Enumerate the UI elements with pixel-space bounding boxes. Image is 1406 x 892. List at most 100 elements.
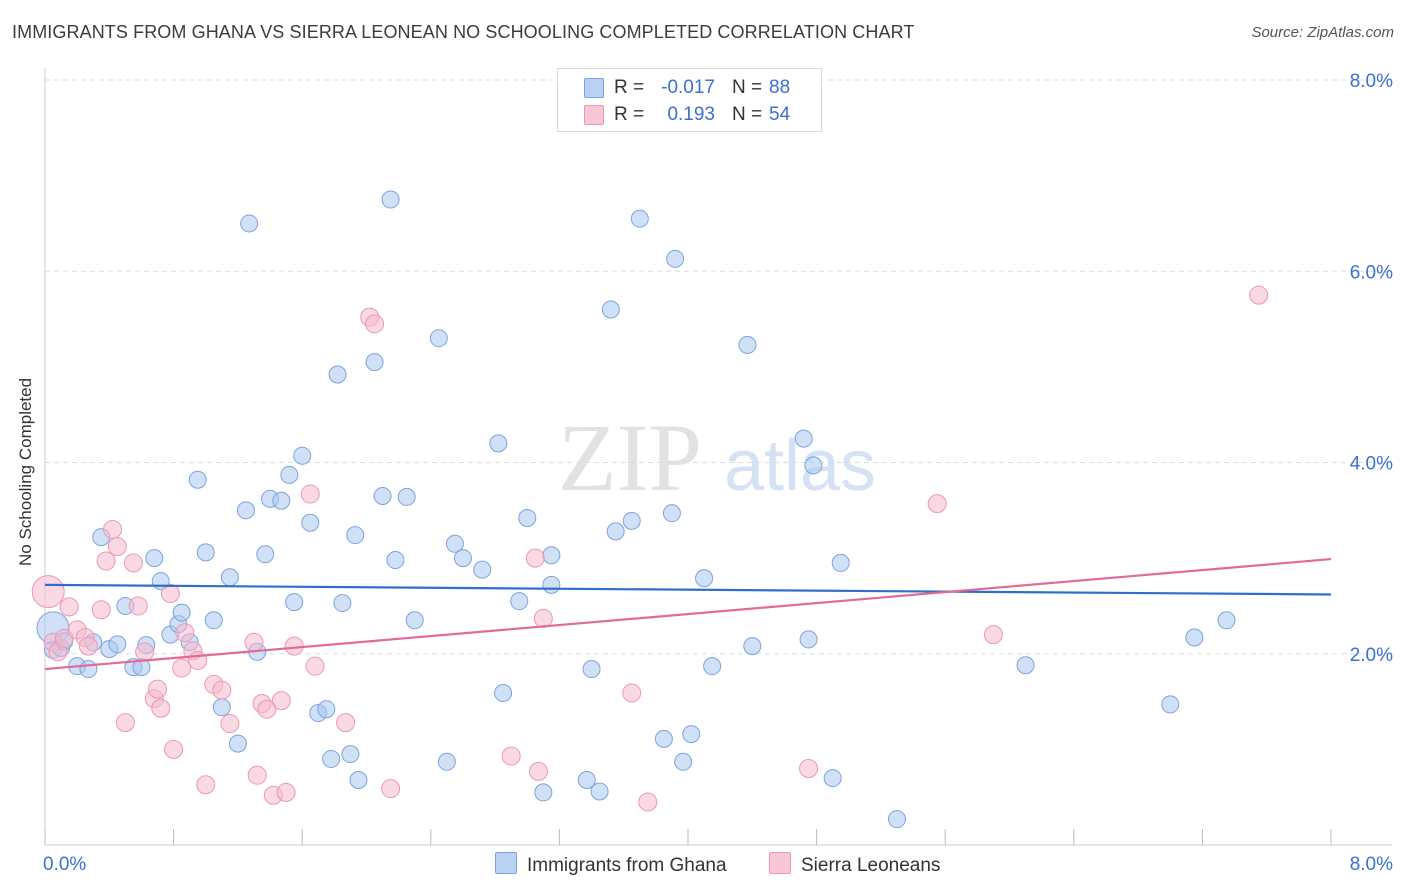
ghana-point <box>582 660 601 679</box>
axes <box>44 68 1392 846</box>
legend-n-value: 88 <box>769 77 791 98</box>
sierra-point <box>220 714 240 734</box>
tick-labels: 2.0% 4.0% 6.0% 8.0% 0.0% 8.0% <box>43 71 1393 875</box>
x-tick-label: 8.0% <box>1350 854 1393 875</box>
legend-n-value: 54 <box>769 104 791 125</box>
trend-line-sierra <box>44 557 1332 671</box>
legend-r-value: -0.017 <box>661 77 715 98</box>
ghana-point <box>220 568 239 587</box>
bottom-legend-label-ghana: Immigrants from Ghana <box>527 855 727 876</box>
ghana-point <box>510 592 529 611</box>
sierra-point <box>799 759 819 778</box>
sierra-point <box>257 699 277 719</box>
ghana-point <box>601 300 620 319</box>
ghana-point <box>534 783 553 802</box>
ghana-point <box>386 551 405 570</box>
legend-swatch-ghana <box>584 78 604 98</box>
y-tick-label: 4.0% <box>1350 454 1393 475</box>
ghana-point <box>317 700 336 719</box>
ghana-point <box>272 491 291 510</box>
legend-n-label: N = <box>732 104 763 125</box>
sierra-point <box>300 484 320 504</box>
y-tick-label: 6.0% <box>1350 262 1393 283</box>
ghana-point <box>285 593 304 612</box>
ghana-point <box>590 782 609 801</box>
ghana-point <box>473 560 492 579</box>
sierra-point <box>501 746 521 766</box>
bottom-legend-label-sierra: Sierra Leoneans <box>801 855 941 876</box>
bottom-legend-sierra: Sierra Leoneans <box>769 852 940 877</box>
sierra-point <box>244 632 264 652</box>
grid <box>45 79 1392 655</box>
ghana-point <box>542 546 561 565</box>
ghana-point <box>108 635 127 654</box>
ghana-point <box>494 683 513 702</box>
ghana-point <box>365 353 384 372</box>
x-tick-label: 0.0% <box>43 854 86 875</box>
sierra-point <box>175 623 195 643</box>
sierra-point <box>1249 285 1269 305</box>
sierra-point <box>160 584 180 604</box>
ghana-point <box>256 545 275 564</box>
ghana-point <box>453 549 472 568</box>
ghana-point <box>322 749 341 768</box>
sierra-point <box>107 537 127 557</box>
sierra-point <box>172 658 192 678</box>
sierra-point <box>381 779 401 799</box>
bottom-legend-swatch-ghana <box>495 852 517 874</box>
ghana-point <box>804 456 823 475</box>
ghana-point <box>381 190 400 209</box>
ghana-point <box>682 725 701 744</box>
ghana-point <box>799 630 818 649</box>
ghana-point <box>518 508 537 527</box>
ghana-point <box>301 513 320 532</box>
ghana-point <box>346 526 365 545</box>
sierra-point <box>151 698 171 718</box>
ghana-point <box>831 553 850 572</box>
ghana-point <box>228 734 247 753</box>
ghana-point <box>1185 628 1204 647</box>
sierra-point <box>336 713 356 733</box>
ghana-point <box>695 569 714 588</box>
ghana-point <box>397 487 416 506</box>
ghana-point <box>738 335 757 354</box>
watermark-zip: ZIP <box>558 404 702 511</box>
chart-title: IMMIGRANTS FROM GHANA VS SIERRA LEONEAN … <box>12 22 915 42</box>
ghana-point <box>236 501 255 520</box>
sierra-point <box>529 761 549 781</box>
legend: R = -0.017 N = 88 R = 0.193 N = 54 <box>557 68 822 132</box>
ghana-point <box>703 657 722 676</box>
ghana-point <box>1016 656 1035 675</box>
trend-lines <box>44 557 1332 671</box>
ghana-point <box>293 446 312 465</box>
source-label: Source: ZipAtlas.com <box>1251 24 1394 41</box>
y-tick-label: 2.0% <box>1350 645 1393 666</box>
legend-n-label: N = <box>732 77 763 98</box>
bottom-legend-ghana: Immigrants from Ghana <box>495 852 727 877</box>
ghana-point <box>429 329 448 348</box>
ghana-point <box>666 249 685 268</box>
sierra-point <box>164 739 184 759</box>
ghana-point <box>328 365 347 384</box>
ghana-point <box>333 594 352 613</box>
ghana-point <box>577 770 596 789</box>
ghana-point <box>1161 695 1180 714</box>
ghana-point <box>887 810 906 829</box>
sierra-point <box>638 792 658 812</box>
ghana-point <box>654 729 673 748</box>
sierra-point <box>78 636 98 656</box>
ghana-point <box>489 434 508 453</box>
legend-r-label: R = <box>614 77 645 98</box>
ghana-point <box>79 660 98 679</box>
ghana-point <box>341 745 360 764</box>
ghana-point <box>240 214 259 233</box>
ghana-point <box>280 465 299 484</box>
ghana-point <box>196 543 215 562</box>
ghana-point <box>794 429 813 448</box>
ghana-point <box>662 504 681 523</box>
ghana-point <box>823 769 842 788</box>
ghana-point <box>743 637 762 656</box>
sierra-point <box>135 642 155 662</box>
sierra-point <box>123 553 143 573</box>
sierra-point <box>96 551 116 571</box>
